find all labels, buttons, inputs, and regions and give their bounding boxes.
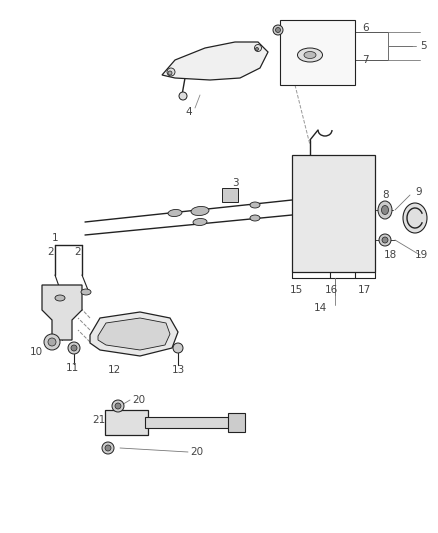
Text: 2: 2 (47, 247, 53, 257)
Ellipse shape (250, 202, 260, 208)
Ellipse shape (173, 343, 183, 353)
Text: 12: 12 (108, 365, 121, 375)
Text: 11: 11 (66, 363, 79, 373)
Text: 21: 21 (92, 415, 105, 425)
Text: 9: 9 (415, 187, 422, 197)
Ellipse shape (250, 215, 260, 221)
Text: 15: 15 (290, 285, 303, 295)
Polygon shape (162, 42, 268, 80)
Polygon shape (42, 285, 82, 340)
Ellipse shape (105, 445, 111, 451)
Ellipse shape (304, 52, 316, 59)
Polygon shape (98, 318, 170, 350)
Ellipse shape (168, 71, 172, 75)
Text: 18: 18 (384, 250, 397, 260)
Ellipse shape (102, 442, 114, 454)
Ellipse shape (71, 345, 77, 351)
Ellipse shape (297, 48, 322, 62)
Ellipse shape (378, 201, 392, 219)
Ellipse shape (81, 289, 91, 295)
Ellipse shape (112, 400, 124, 412)
Text: 1: 1 (52, 233, 59, 243)
Polygon shape (145, 417, 232, 428)
Text: 5: 5 (420, 41, 427, 51)
Text: 7: 7 (362, 55, 369, 65)
Text: 14: 14 (313, 303, 327, 313)
Polygon shape (105, 410, 148, 435)
Ellipse shape (273, 25, 283, 35)
Text: 10: 10 (30, 347, 43, 357)
Ellipse shape (48, 338, 56, 346)
Text: 2: 2 (74, 247, 81, 257)
Ellipse shape (68, 342, 80, 354)
Text: 16: 16 (325, 285, 338, 295)
Text: 3: 3 (232, 178, 239, 188)
Text: 20: 20 (132, 395, 145, 405)
Ellipse shape (168, 209, 182, 216)
Ellipse shape (55, 295, 65, 301)
Text: 13: 13 (172, 365, 185, 375)
Ellipse shape (191, 206, 209, 215)
Polygon shape (90, 312, 178, 356)
Text: 20: 20 (190, 447, 203, 457)
Ellipse shape (115, 403, 121, 409)
Ellipse shape (193, 219, 207, 225)
Text: 4: 4 (185, 107, 192, 117)
Text: 8: 8 (382, 190, 389, 200)
Polygon shape (228, 413, 245, 432)
Ellipse shape (255, 47, 258, 51)
Ellipse shape (254, 44, 261, 52)
Ellipse shape (276, 28, 280, 33)
Ellipse shape (403, 203, 427, 233)
Ellipse shape (179, 92, 187, 100)
Ellipse shape (379, 234, 391, 246)
Polygon shape (222, 188, 238, 202)
Text: 17: 17 (358, 285, 371, 295)
Ellipse shape (381, 206, 389, 214)
Text: 19: 19 (415, 250, 428, 260)
Text: 6: 6 (362, 23, 369, 33)
Ellipse shape (167, 68, 175, 76)
Polygon shape (292, 155, 375, 272)
Ellipse shape (44, 334, 60, 350)
Ellipse shape (382, 237, 388, 243)
Polygon shape (280, 20, 355, 85)
